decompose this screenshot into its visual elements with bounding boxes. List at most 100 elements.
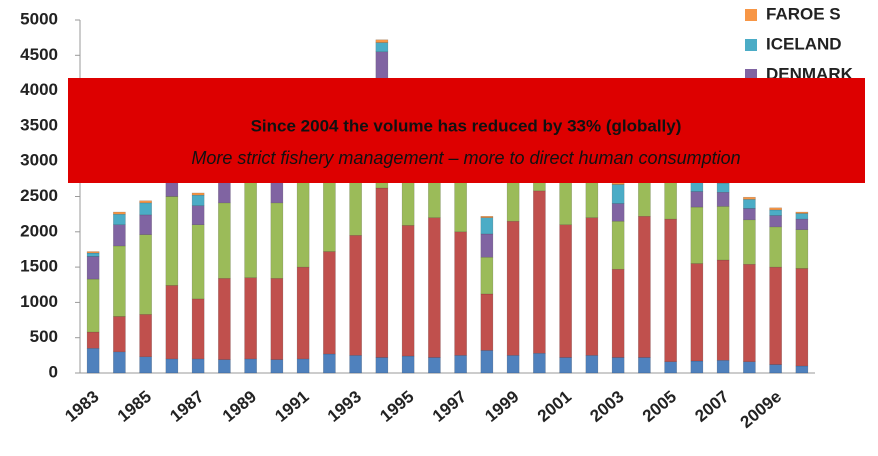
bar-segment (506, 220, 520, 356)
legend-swatch (745, 9, 757, 21)
bar-segment (139, 314, 152, 358)
bar-segment (296, 358, 310, 374)
bar-segment (428, 217, 441, 358)
bar-segment (323, 173, 336, 252)
bar-segment (165, 196, 179, 286)
legend-label: FAROE S (766, 4, 841, 23)
bar-segment (769, 364, 782, 374)
bar-segment (401, 225, 415, 357)
bar-segment (480, 256, 494, 295)
bar-segment (716, 206, 730, 261)
bar-segment (690, 182, 704, 192)
bar-segment (86, 278, 100, 333)
bar-segment (585, 355, 599, 374)
bar-segment (454, 175, 467, 233)
bar-segment (113, 245, 126, 317)
bar-segment (769, 226, 782, 268)
bar-segment (270, 181, 284, 204)
y-tick-label: 2000 (20, 221, 58, 240)
bar-segment (533, 352, 546, 374)
bar-segment (743, 199, 756, 209)
bar-segment (454, 231, 467, 356)
bar-segment (165, 358, 179, 374)
bar-segment (191, 194, 205, 206)
bar-segment (795, 213, 809, 220)
bar-segment (113, 213, 126, 225)
bar-segment (769, 209, 782, 216)
bar-segment (769, 215, 782, 228)
bar-segment (349, 235, 362, 356)
bar-segment (743, 208, 756, 221)
bar-segment (375, 39, 389, 43)
bar-segment (716, 182, 730, 193)
bar-segment (480, 216, 494, 218)
bar-segment (191, 192, 205, 196)
bar-segment (218, 359, 231, 374)
bar-segment (375, 187, 389, 358)
bar-segment (769, 266, 782, 365)
bar-segment (769, 207, 782, 211)
bar-segment (270, 359, 284, 374)
bar-segment (690, 360, 704, 374)
bar-segment (296, 266, 310, 360)
bar-segment (218, 202, 231, 279)
bar-segment (165, 285, 179, 360)
bar-segment (428, 357, 441, 374)
bar-segment (638, 216, 651, 358)
bar-segment (690, 206, 704, 264)
bar-segment (743, 219, 756, 265)
plot-area: 0 500 1000 1500 2000 2500 3000 3500 4000 4500 5000… (20, 9, 815, 432)
bar-segment (244, 358, 257, 374)
x-tick-label: 2001 (534, 387, 575, 426)
bar-segment (743, 264, 756, 362)
x-tick-label: 1985 (114, 387, 155, 426)
bar-segment (218, 278, 231, 360)
bar-segment (611, 357, 625, 374)
bar-segment (244, 182, 257, 278)
x-tick-label: 2005 (639, 387, 680, 426)
bar-segment (795, 229, 809, 269)
bar-segment (86, 348, 100, 374)
bar-segment (480, 233, 494, 258)
bar-segment (86, 331, 100, 349)
bar-segment (139, 214, 152, 235)
bar-segment (795, 211, 809, 214)
bar-segment (454, 355, 467, 374)
y-tick-label: 500 (30, 327, 58, 346)
y-tick-label: 5000 (20, 9, 58, 28)
bar-segment (113, 211, 126, 215)
y-tick-label: 1000 (20, 292, 58, 311)
bar-segment (795, 268, 809, 367)
bar-segment (191, 358, 205, 374)
bar-segment (86, 251, 100, 254)
banner-background (68, 78, 865, 183)
bar-segment (795, 218, 809, 230)
y-tick-label: 4500 (20, 45, 58, 64)
bar-segment (480, 293, 494, 351)
bar-segment (638, 357, 651, 374)
bar-segment (270, 202, 284, 279)
bar-segment (716, 360, 730, 374)
bar-segment (296, 175, 310, 268)
legend-swatch (745, 39, 757, 51)
y-tick-label: 1500 (20, 257, 58, 276)
x-tick-label: 1991 (271, 387, 312, 426)
bar-segment (401, 355, 415, 374)
bar-segment (323, 353, 336, 374)
bar-segment (664, 180, 677, 220)
bar-segment (690, 263, 704, 362)
x-tick-label: 1987 (166, 387, 207, 426)
bar-segment (585, 217, 599, 356)
bar-segment (480, 350, 494, 374)
y-tick-label: 2500 (20, 186, 58, 205)
x-tick-label: 1989 (219, 387, 260, 426)
bar-segment (323, 251, 336, 355)
bar-segment (375, 357, 389, 374)
bar-segment (113, 351, 126, 374)
x-tick-label: 2003 (586, 387, 627, 426)
bar-segment (244, 277, 257, 360)
bar-segment (559, 224, 572, 358)
bar-segment (113, 316, 126, 353)
bar-segment (559, 357, 572, 374)
x-tick-label: 2007 (691, 387, 732, 426)
